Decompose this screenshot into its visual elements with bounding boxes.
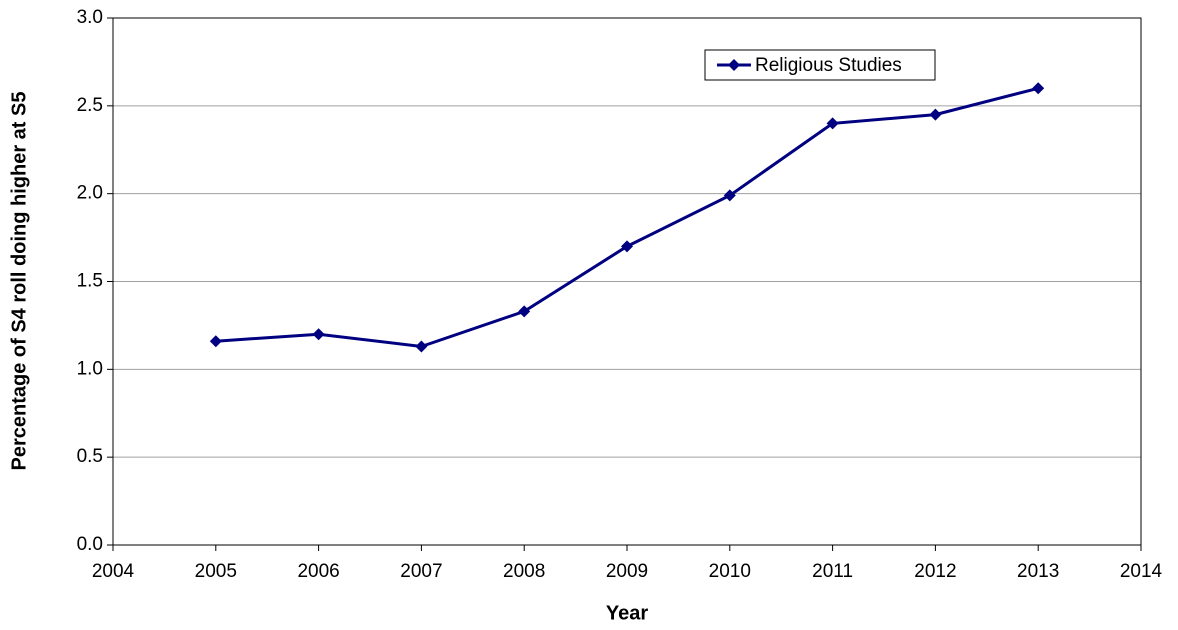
data-point	[621, 240, 633, 253]
x-tick-label: 2007	[400, 561, 442, 582]
y-tick-label: 2.0	[77, 183, 103, 204]
x-tick-label: 2009	[606, 561, 648, 582]
x-tick-label: 2004	[92, 561, 135, 582]
data-point	[1032, 82, 1045, 95]
y-tick-label: 0.0	[77, 534, 103, 555]
data-point	[929, 108, 942, 121]
y-tick-label: 1.5	[77, 271, 103, 292]
x-tick-label: 2005	[195, 561, 237, 582]
plot-frame	[112, 17, 1142, 546]
x-axis-label: Year	[606, 602, 648, 624]
legend-label: Religious Studies	[755, 55, 902, 76]
y-tick-label: 0.5	[77, 446, 103, 467]
data-point	[518, 305, 531, 318]
y-axis-label: Percentage of S4 roll doing higher at S5	[8, 92, 30, 471]
data-point	[312, 328, 325, 341]
data-point	[723, 189, 736, 202]
legend-marker	[728, 59, 740, 71]
x-tick-label: 2012	[914, 561, 956, 582]
x-tick-label: 2008	[503, 561, 545, 582]
x-tick-label: 2011	[812, 561, 853, 582]
x-tick-label: 2006	[297, 561, 339, 582]
x-tick-label: 2013	[1017, 561, 1059, 582]
x-tick-label: 2010	[709, 561, 751, 582]
data-point	[209, 335, 222, 348]
x-tick-label: 2014	[1120, 561, 1163, 582]
y-tick-label: 1.0	[77, 358, 103, 379]
y-tick-label: 3.0	[77, 7, 103, 28]
data-point	[826, 117, 839, 130]
y-tick-label: 2.5	[77, 95, 103, 116]
data-point	[415, 340, 428, 353]
